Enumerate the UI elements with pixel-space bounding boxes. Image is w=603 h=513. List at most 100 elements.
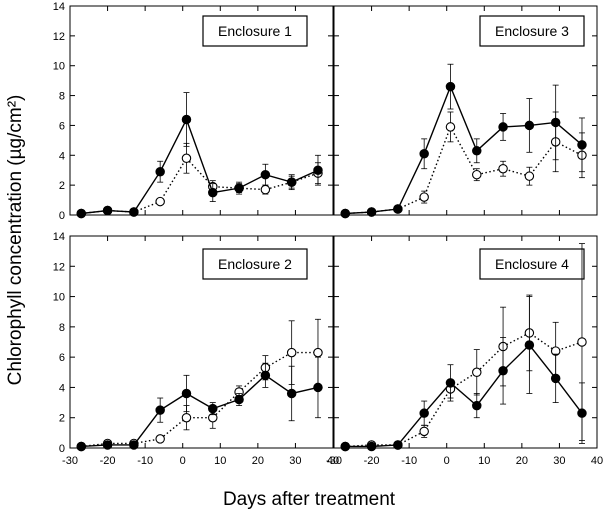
- series-line: [345, 343, 583, 448]
- data-point: [234, 394, 244, 405]
- data-point: [155, 166, 165, 177]
- x-tick-label: -30: [62, 455, 78, 467]
- series-open: [340, 111, 587, 219]
- x-tick-label: -20: [364, 455, 380, 467]
- plot-frame: [69, 5, 334, 216]
- data-point: [498, 122, 508, 132]
- series-line: [345, 125, 583, 215]
- x-tick-label: 40: [591, 455, 603, 467]
- data-point: [181, 388, 192, 399]
- y-tick-label: 6: [59, 120, 65, 132]
- panel-label: Enclosure 1: [218, 23, 292, 39]
- data-point: [472, 400, 482, 411]
- x-tick-label: 30: [289, 455, 301, 467]
- data-point: [524, 171, 535, 181]
- data-point: [393, 440, 403, 450]
- panel-label: Enclosure 2: [218, 256, 292, 272]
- data-point: [550, 117, 561, 128]
- data-point: [260, 169, 271, 180]
- y-tick-label: 12: [53, 31, 65, 43]
- y-tick-label: 2: [59, 180, 65, 192]
- data-point: [419, 149, 429, 159]
- y-axis-title: Chlorophyll concentration (µg/cm²): [5, 95, 26, 386]
- series-line: [345, 332, 583, 448]
- panel-4: -30 -20 -10 0 10 20 30 40 Enclosure 4: [326, 235, 603, 467]
- panel-label: Enclosure 4: [495, 256, 569, 272]
- data-point: [129, 207, 139, 217]
- y-tick-label: 12: [53, 261, 65, 273]
- data-point: [76, 441, 87, 452]
- panel-label-box: [202, 248, 308, 280]
- data-point: [286, 177, 297, 187]
- plot-frame: [333, 5, 598, 216]
- data-point: [366, 441, 377, 452]
- data-point: [577, 408, 587, 418]
- y-tick-label: 10: [53, 292, 65, 304]
- data-point: [313, 165, 323, 175]
- y-tick-label: 14: [53, 231, 65, 243]
- data-point: [419, 426, 429, 437]
- data-point: [260, 370, 271, 381]
- x-tick-label: 10: [478, 455, 490, 467]
- data-point: [76, 208, 87, 219]
- data-point: [550, 373, 561, 384]
- y-tick-label: 14: [53, 1, 65, 13]
- chart-panels: 0 2 4 6 8 10 12 14 Enclosure 1 Enclosure 3 0 2 4 6 8 10…: [53, 1, 603, 467]
- data-point: [498, 163, 508, 174]
- data-point: [208, 403, 218, 414]
- y-tick-label: 2: [59, 413, 65, 425]
- x-tick-label: -30: [326, 455, 342, 467]
- series-filled: [340, 296, 587, 452]
- data-point: [286, 347, 297, 358]
- plot-frame: [333, 235, 598, 449]
- series-filled: [76, 92, 323, 219]
- series-open: [76, 318, 323, 452]
- y-tick-label: 0: [59, 210, 65, 222]
- data-point: [260, 184, 271, 195]
- y-tick-label: 8: [59, 91, 65, 103]
- x-tick-label: -20: [100, 455, 116, 467]
- data-point: [445, 122, 456, 132]
- x-tick-label: 10: [214, 455, 226, 467]
- x-tick-label: 40: [327, 455, 339, 467]
- series-line: [345, 84, 583, 215]
- data-point: [472, 169, 482, 180]
- panel-2: Enclosure 3: [333, 5, 598, 219]
- y-tick-label: 6: [59, 352, 65, 364]
- data-point: [102, 205, 113, 216]
- data-point: [313, 382, 323, 393]
- y-tick-label: 4: [59, 150, 65, 162]
- data-point: [181, 412, 192, 423]
- data-point: [181, 114, 192, 125]
- data-point: [286, 388, 297, 399]
- panel-label-box: [479, 15, 585, 47]
- panel-label-box: [479, 248, 585, 280]
- panel-label: Enclosure 3: [495, 23, 569, 39]
- x-axis-title: Days after treatment: [223, 489, 396, 510]
- panel-3: 0 2 4 6 8 10 12 14 -30 -20 -10 0 10 20 30 40 Enclosure 2: [53, 231, 339, 467]
- x-tick-label: 20: [516, 455, 528, 467]
- data-point: [445, 378, 456, 388]
- data-point: [472, 367, 482, 378]
- data-point: [129, 440, 139, 450]
- data-point: [102, 440, 113, 450]
- y-tick-label: 4: [59, 382, 65, 394]
- series-filled: [76, 356, 323, 452]
- data-point: [577, 140, 587, 150]
- y-tick-label: 10: [53, 61, 65, 73]
- data-point: [524, 340, 535, 350]
- data-point: [393, 204, 403, 214]
- x-tick-label: 0: [180, 455, 186, 467]
- series-line: [81, 351, 318, 448]
- data-point: [313, 347, 323, 358]
- series-line: [81, 157, 319, 215]
- panel-label-box: [202, 15, 308, 47]
- y-tick-label: 8: [59, 322, 65, 334]
- x-tick-label: 20: [252, 455, 264, 467]
- x-tick-label: -10: [137, 455, 153, 467]
- data-point: [340, 208, 351, 219]
- data-point: [498, 366, 508, 376]
- plot-frame: [69, 235, 334, 449]
- data-point: [208, 187, 218, 198]
- data-point: [419, 408, 429, 418]
